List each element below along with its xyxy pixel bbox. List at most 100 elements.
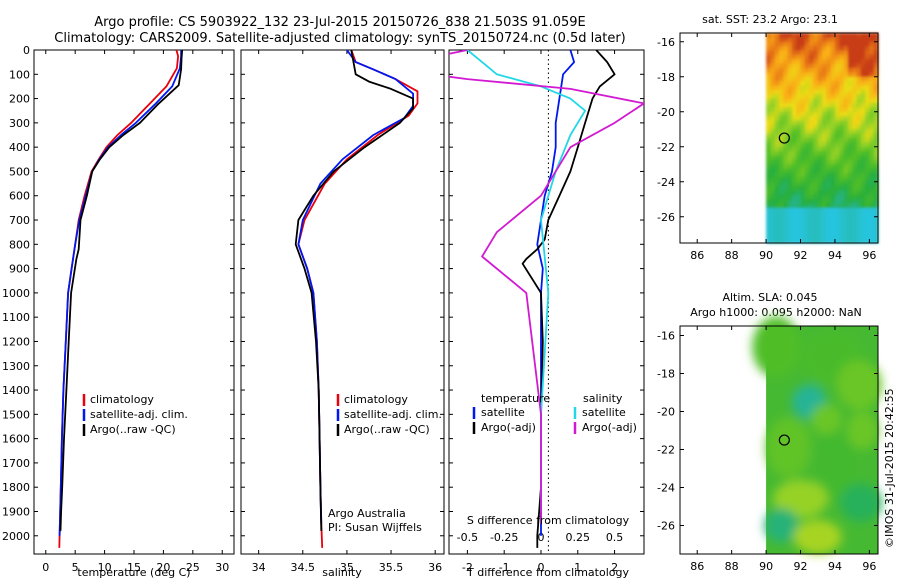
sst-cell [766, 85, 771, 91]
sst-cell [770, 234, 776, 240]
sst-cell [826, 177, 832, 183]
sst-cell [822, 85, 827, 91]
sst-cell [774, 94, 780, 100]
sst-cell [800, 216, 806, 222]
sst-cell [843, 124, 849, 130]
sst-cell [800, 142, 806, 148]
sst-cell [830, 203, 836, 209]
sst-cell [860, 120, 866, 126]
sst-cell [770, 186, 776, 192]
sst-cell [774, 221, 780, 227]
sst-cell [839, 186, 845, 192]
sst-cell [766, 234, 771, 240]
sst-cell [826, 203, 832, 209]
sst-cell [804, 190, 810, 196]
sst-cell [843, 72, 849, 78]
sst-cell [860, 33, 866, 38]
sst-cell [865, 216, 870, 222]
sst-cell [869, 89, 875, 95]
sst-cell [826, 151, 832, 157]
sst-cell [830, 50, 836, 56]
lon-tick-label: 94 [828, 249, 842, 262]
sst-cell [822, 120, 827, 126]
sst-cell [860, 85, 866, 91]
sst-cell [856, 54, 862, 60]
sst-cell [869, 116, 875, 122]
sst-cell [779, 129, 784, 135]
sst-cell [787, 221, 793, 227]
sst-cell [766, 59, 771, 65]
sst-cell [852, 194, 858, 200]
sst-cell [796, 72, 802, 78]
sst-cell [809, 33, 814, 38]
sst-cell [779, 229, 784, 235]
sst-cell [830, 98, 836, 104]
s-tick-label: -0.5 [457, 531, 478, 544]
sst-cell [796, 37, 802, 43]
sst-cell [822, 59, 827, 65]
sst-cell [809, 229, 814, 235]
sst-cell [791, 133, 797, 139]
sst-cell [835, 229, 840, 235]
sst-cell [787, 85, 793, 91]
lat-tick-label: -22 [657, 141, 675, 154]
sst-cell [783, 168, 789, 174]
sst-cell [809, 50, 814, 56]
sst-cell [835, 138, 840, 143]
sst-cell [843, 133, 849, 139]
sst-cell [843, 50, 849, 56]
sst-cell [774, 177, 780, 183]
sst-cell [783, 46, 789, 52]
sst-cell [860, 116, 866, 122]
sst-cell [796, 186, 802, 192]
sst-cell [843, 164, 849, 170]
sst-cell [800, 68, 806, 73]
sst-cell [779, 41, 784, 47]
sst-cell [770, 72, 776, 78]
sst-cell [787, 234, 793, 240]
depth-tick-label: 600 [9, 190, 30, 203]
sst-cell [826, 63, 832, 69]
sst-cell [783, 194, 789, 200]
sst-cell [809, 181, 814, 187]
sst-cell [783, 221, 789, 227]
sst-cell [804, 186, 810, 192]
lat-tick-label: -16 [657, 330, 675, 343]
sst-cell [830, 81, 836, 87]
sst-cell [860, 103, 866, 108]
sst-cell [847, 63, 853, 69]
sst-cell [817, 221, 823, 227]
sst-cell [791, 111, 797, 117]
sst-cell [796, 138, 802, 143]
sst-cell [791, 72, 797, 78]
series-line-magenta [449, 50, 644, 524]
sst-cell [869, 194, 875, 200]
sst-cell [856, 203, 862, 209]
sst-cell [856, 50, 862, 56]
sst-cell [839, 146, 845, 152]
sst-cell [787, 203, 793, 209]
sst-cell [852, 159, 858, 165]
sst-cell [860, 63, 866, 69]
sst-cell [856, 177, 862, 183]
sst-cell [865, 138, 870, 143]
sst-cell [839, 103, 845, 108]
sst-cell [869, 133, 875, 139]
x-tick-label: 10 [98, 561, 112, 574]
sst-cell [865, 199, 870, 205]
sst-cell [800, 120, 806, 126]
sst-cell [809, 129, 814, 135]
sst-cell [817, 194, 823, 200]
sst-cell [817, 85, 823, 91]
sst-cell [779, 111, 784, 117]
sst-cell [830, 33, 836, 38]
sst-cell [822, 151, 827, 157]
sst-cell [809, 46, 814, 52]
sst-cell [852, 168, 858, 174]
sst-cell [800, 203, 806, 209]
sst-cell [860, 94, 866, 100]
sst-cell [822, 124, 827, 130]
sst-cell [804, 173, 810, 178]
sst-cell [774, 199, 780, 205]
sst-cell [766, 199, 771, 205]
